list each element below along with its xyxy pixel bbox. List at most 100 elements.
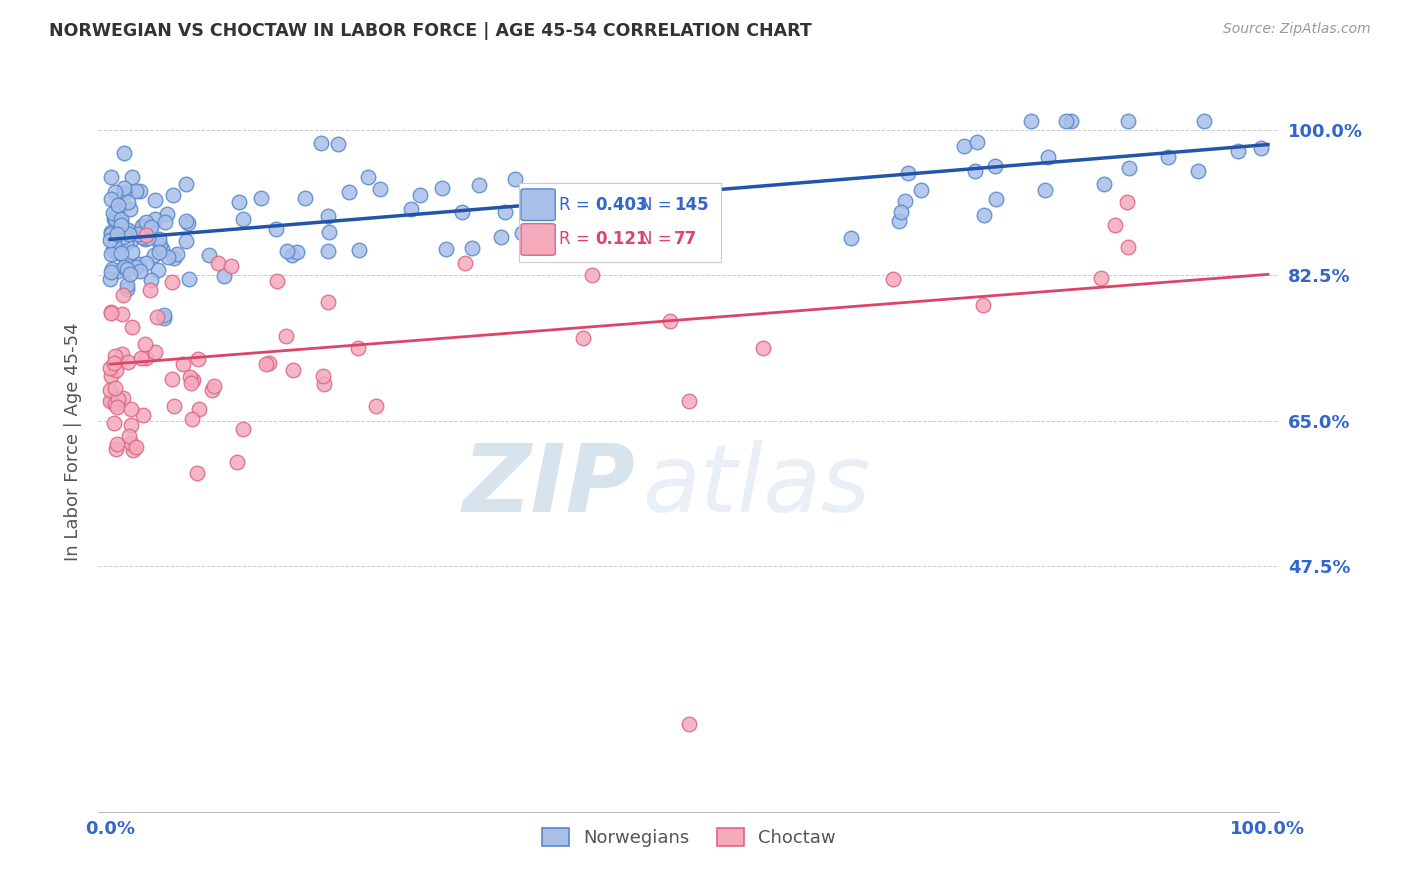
- Point: [134, 226, 156, 240]
- Point: [1092, 178, 1115, 192]
- Point: [112, 260, 135, 274]
- Point: [187, 352, 209, 367]
- Point: [128, 257, 150, 271]
- Point: [179, 369, 201, 384]
- Point: [281, 363, 304, 377]
- Point: [266, 274, 288, 288]
- Point: [1118, 161, 1140, 176]
- Point: [181, 373, 204, 387]
- Point: [117, 281, 139, 295]
- Point: [104, 210, 127, 224]
- Point: [1192, 114, 1215, 128]
- Point: [966, 135, 988, 149]
- Point: [316, 295, 339, 310]
- Text: 145: 145: [675, 195, 709, 214]
- Point: [143, 194, 166, 208]
- Point: [176, 213, 198, 227]
- Point: [105, 436, 128, 450]
- Point: [118, 429, 141, 443]
- Point: [882, 272, 904, 286]
- Point: [1104, 218, 1126, 232]
- Point: [120, 436, 142, 450]
- Point: [1038, 150, 1060, 164]
- Point: [972, 298, 994, 312]
- Point: [104, 349, 127, 363]
- Text: R =: R =: [560, 195, 591, 214]
- Point: [104, 244, 127, 259]
- Point: [138, 221, 160, 235]
- Point: [174, 178, 197, 192]
- Point: [115, 277, 138, 292]
- Point: [257, 356, 280, 370]
- FancyBboxPatch shape: [522, 189, 555, 220]
- Text: ZIP: ZIP: [463, 440, 636, 532]
- Point: [337, 185, 360, 199]
- Point: [149, 238, 172, 252]
- Point: [100, 169, 122, 184]
- Point: [135, 227, 157, 242]
- Point: [136, 231, 159, 245]
- Point: [98, 383, 121, 397]
- Text: N =: N =: [640, 230, 672, 249]
- Point: [207, 256, 229, 270]
- Point: [115, 224, 138, 238]
- Point: [1250, 141, 1272, 155]
- Point: [100, 247, 122, 261]
- Point: [103, 356, 125, 370]
- Point: [100, 369, 122, 384]
- Point: [148, 263, 170, 277]
- Point: [328, 136, 350, 151]
- Point: [166, 247, 188, 261]
- Point: [125, 184, 148, 198]
- Point: [232, 421, 254, 435]
- Point: [121, 169, 143, 184]
- Point: [112, 181, 135, 195]
- Point: [112, 392, 135, 406]
- Point: [177, 271, 200, 285]
- Point: [294, 191, 316, 205]
- Point: [100, 305, 122, 319]
- Point: [658, 314, 681, 328]
- Point: [98, 272, 121, 286]
- Point: [225, 455, 247, 469]
- Point: [163, 399, 186, 413]
- Point: [554, 190, 576, 204]
- Point: [276, 244, 298, 258]
- Point: [232, 212, 254, 227]
- Point: [1019, 114, 1042, 128]
- Point: [139, 283, 162, 297]
- Point: [1116, 114, 1139, 128]
- Point: [264, 222, 287, 236]
- Point: [134, 336, 156, 351]
- Point: [118, 227, 141, 242]
- Point: [890, 205, 912, 219]
- Point: [101, 243, 124, 257]
- Point: [131, 219, 153, 233]
- Text: atlas: atlas: [641, 441, 870, 532]
- Point: [148, 232, 170, 246]
- Point: [201, 384, 224, 398]
- Point: [678, 717, 700, 731]
- Point: [135, 256, 157, 270]
- Point: [316, 244, 339, 258]
- Point: [491, 229, 513, 244]
- Point: [105, 400, 128, 414]
- Point: [117, 223, 139, 237]
- Point: [546, 194, 568, 208]
- Point: [467, 178, 489, 192]
- Point: [311, 369, 333, 384]
- Y-axis label: In Labor Force | Age 45-54: In Labor Force | Age 45-54: [63, 322, 82, 561]
- Point: [314, 377, 336, 392]
- Point: [135, 215, 157, 229]
- Point: [143, 211, 166, 226]
- Point: [198, 248, 221, 262]
- Point: [105, 204, 128, 219]
- Point: [131, 408, 153, 422]
- Point: [153, 310, 176, 325]
- Text: 0.403: 0.403: [596, 195, 648, 214]
- Point: [125, 260, 148, 274]
- Point: [430, 180, 453, 194]
- Point: [143, 345, 166, 359]
- Point: [984, 192, 1007, 206]
- Point: [157, 250, 180, 264]
